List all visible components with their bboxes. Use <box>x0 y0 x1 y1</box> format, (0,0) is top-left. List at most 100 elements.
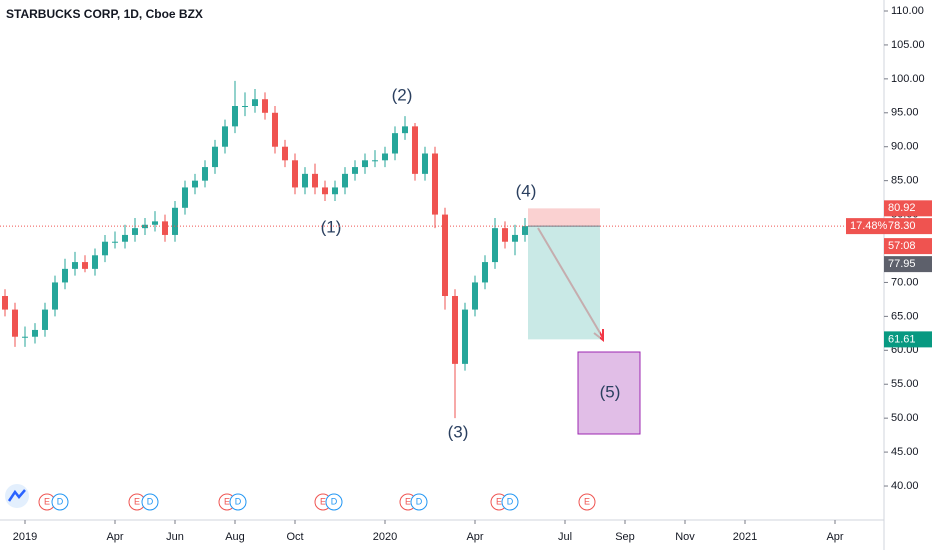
annotation: (3) <box>448 422 469 441</box>
target-label: 61.61 <box>888 333 916 345</box>
candle-body <box>52 282 58 310</box>
candle-body <box>222 126 228 147</box>
candle-body <box>282 146 288 161</box>
change-label: 17.48% <box>850 220 888 232</box>
candle-body <box>492 228 498 263</box>
event-marker <box>51 493 69 511</box>
y-tick-label: 40.00 <box>891 480 919 492</box>
candle-body <box>362 160 368 168</box>
x-tick-label: Apr <box>106 531 123 543</box>
candle-body <box>382 153 388 161</box>
change-label-bg <box>846 218 884 235</box>
x-tick-label: Sep <box>615 531 635 543</box>
event-marker <box>578 493 596 511</box>
candle-body <box>252 99 258 107</box>
current-price-label-bg <box>884 218 932 235</box>
annotation: (2) <box>392 85 413 104</box>
y-tick-label: 85.00 <box>891 175 919 187</box>
y-tick-label: 105.00 <box>891 39 925 51</box>
event-marker <box>229 493 247 511</box>
candle-body <box>262 99 268 113</box>
candle-body <box>462 309 468 364</box>
countdown-label-bg <box>884 238 932 255</box>
target-label-bg <box>884 331 932 348</box>
last-close-label-bg <box>884 256 932 273</box>
candle-body <box>272 112 278 147</box>
candle-body <box>302 173 308 188</box>
annotation: (5) <box>600 382 621 401</box>
candle-body <box>452 296 458 364</box>
candle-body <box>352 167 358 174</box>
candle-body <box>342 173 348 188</box>
candle-body <box>242 106 248 108</box>
y-tick-label: 50.00 <box>891 412 919 424</box>
logo <box>5 484 29 508</box>
event-marker <box>410 493 428 511</box>
last-close-label: 77.95 <box>888 258 916 270</box>
candle-body <box>202 167 208 181</box>
x-tick-label: 2021 <box>733 531 757 543</box>
target-box <box>577 351 641 435</box>
chart-title: STARBUCKS CORP, 1D, Cboe BZX <box>6 7 203 21</box>
candle-body <box>82 262 88 269</box>
candle-body <box>482 262 488 283</box>
candle-body <box>62 268 68 283</box>
candle-body <box>232 106 238 127</box>
stop-zone <box>528 208 600 227</box>
candle-body <box>172 207 178 235</box>
candle-body <box>312 173 318 188</box>
x-tick-label: 2020 <box>373 531 397 543</box>
event-label: E <box>224 496 230 506</box>
event-label: E <box>44 496 50 506</box>
x-tick-label: Aug <box>225 531 245 543</box>
x-tick-label: Jul <box>558 531 572 543</box>
event-label: D <box>147 496 154 506</box>
candle-body <box>192 180 198 188</box>
candle-body <box>322 187 328 195</box>
event-label: E <box>584 496 590 506</box>
annotation: (4) <box>516 181 537 200</box>
candle-body <box>472 282 478 310</box>
event-label: D <box>57 496 64 506</box>
x-tick-label: Nov <box>675 531 695 543</box>
candle-body <box>132 228 138 235</box>
candle-body <box>112 241 118 243</box>
candle-body <box>22 336 28 338</box>
event-marker <box>141 493 159 511</box>
candle-body <box>182 187 188 208</box>
candle-body <box>2 296 8 310</box>
event-label: D <box>235 496 242 506</box>
annotation: (1) <box>321 217 342 236</box>
y-tick-label: 55.00 <box>891 378 919 390</box>
candle-body <box>372 160 378 162</box>
candle-body <box>512 234 518 242</box>
event-label: D <box>507 496 514 506</box>
candle-body <box>72 262 78 269</box>
candle-body <box>392 133 398 154</box>
y-tick-label: 70.00 <box>891 276 919 288</box>
countdown-label: 57:08 <box>888 240 916 252</box>
candle-body <box>522 226 528 235</box>
candle-body <box>212 146 218 168</box>
target-zone <box>528 226 600 340</box>
stop-label-bg <box>884 200 932 217</box>
x-tick-label: Apr <box>826 531 843 543</box>
y-tick-label: 95.00 <box>891 107 919 119</box>
event-label: D <box>331 496 338 506</box>
y-tick-label: 100.00 <box>891 73 925 85</box>
event-label: E <box>134 496 140 506</box>
candle-body <box>102 241 108 256</box>
candle-body <box>292 160 298 188</box>
event-marker <box>325 493 343 511</box>
candle-body <box>402 126 408 134</box>
y-tick-label: 110.00 <box>891 5 924 17</box>
candle-body <box>502 228 508 242</box>
y-tick-label: 45.00 <box>891 446 919 458</box>
x-tick-label: Oct <box>286 531 303 543</box>
event-label: E <box>496 496 502 506</box>
y-tick-label: 90.00 <box>891 141 919 153</box>
event-label: E <box>320 496 326 506</box>
event-marker <box>501 493 519 511</box>
